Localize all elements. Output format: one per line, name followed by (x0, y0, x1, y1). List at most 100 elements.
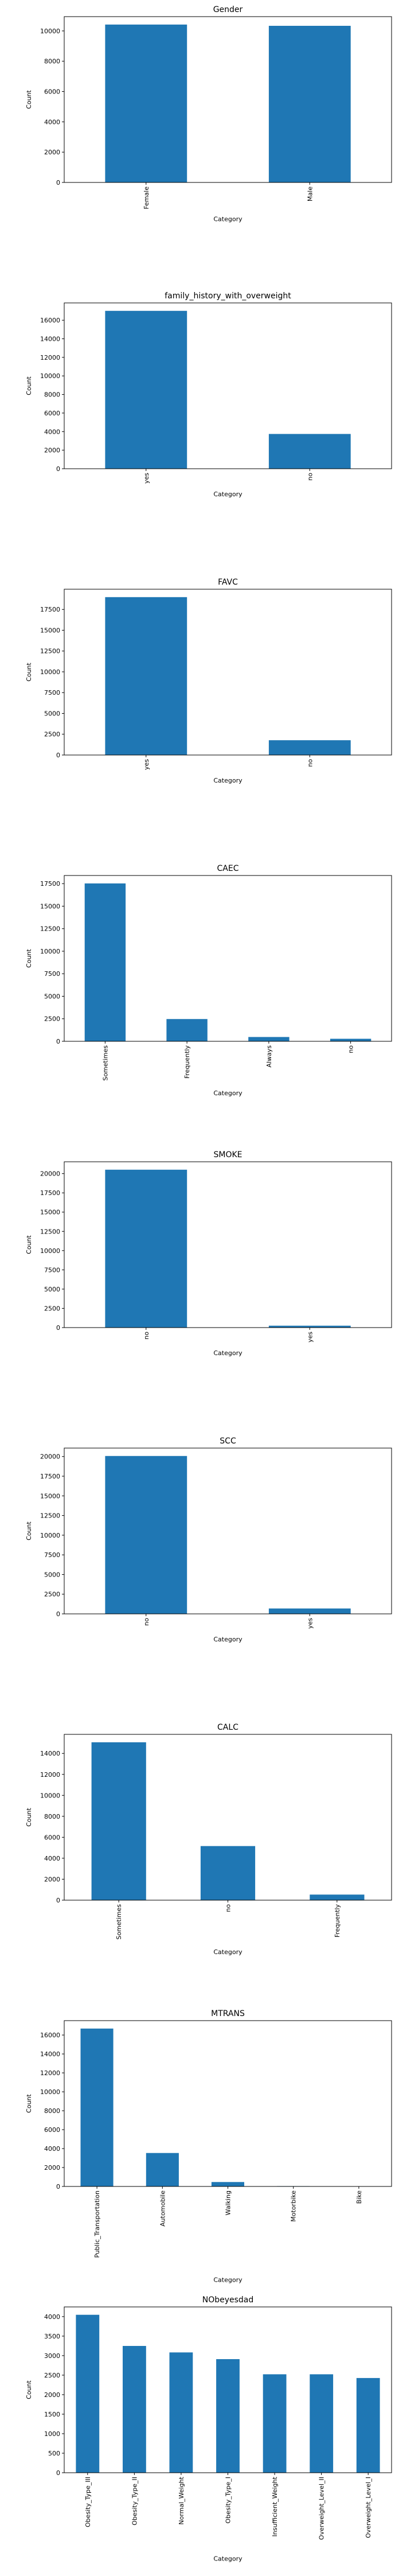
x-tick-label: Automobile (159, 2190, 166, 2227)
y-tick-label: 5000 (44, 710, 60, 717)
chart-title: Gender (213, 5, 243, 14)
y-tick-label: 17500 (40, 606, 60, 613)
bar (216, 2359, 240, 2473)
bar (91, 1742, 146, 1900)
x-tick-label: Obesity_Type_III (84, 2477, 92, 2527)
y-tick-label: 14000 (40, 2050, 60, 2058)
x-axis-label: Category (213, 1089, 243, 1097)
y-tick-label: 7500 (44, 689, 60, 696)
bar (263, 2374, 287, 2473)
y-tick-label: 6000 (44, 88, 60, 96)
x-axis-label: Category (213, 1349, 243, 1357)
y-axis-label: Count (25, 2380, 33, 2399)
y-tick-label: 1500 (44, 2411, 60, 2418)
y-tick-label: 10000 (40, 1792, 60, 1799)
bar (105, 1456, 187, 1614)
bar (123, 2346, 146, 2473)
y-tick-label: 2500 (44, 1305, 60, 1312)
y-tick-label: 17500 (40, 880, 60, 888)
y-tick-label: 1000 (44, 2430, 60, 2438)
bar (84, 883, 126, 1041)
y-tick-label: 7500 (44, 1266, 60, 1274)
y-tick-label: 500 (48, 2450, 60, 2457)
x-axis-label: Category (213, 777, 243, 784)
chart-title: CAEC (217, 864, 239, 873)
axes-frame (64, 1447, 392, 1614)
bar (268, 740, 351, 755)
x-tick-label: Male (306, 186, 314, 201)
y-tick-label: 5000 (44, 1286, 60, 1293)
axes-frame (64, 875, 392, 1042)
y-tick-label: 10000 (40, 668, 60, 676)
chart-title: FAVC (218, 578, 238, 587)
y-tick-label: 12000 (40, 1771, 60, 1779)
y-tick-label: 5000 (44, 1571, 60, 1578)
y-axis-label: Count (25, 1235, 33, 1254)
x-tick-label: no (306, 473, 314, 481)
x-tick-label: no (306, 759, 314, 767)
y-tick-label: 0 (56, 179, 60, 186)
y-tick-label: 5000 (44, 993, 60, 1000)
y-tick-label: 6000 (44, 1834, 60, 1841)
x-tick-label: Frequently (183, 1045, 191, 1079)
y-tick-label: 14000 (40, 1750, 60, 1757)
x-tick-label: Insufficient_Weight (271, 2476, 279, 2536)
y-tick-label: 0 (56, 1610, 60, 1618)
y-tick-label: 10000 (40, 28, 60, 35)
y-tick-label: 0 (56, 2183, 60, 2190)
y-tick-label: 0 (56, 465, 60, 473)
y-tick-label: 20000 (40, 1170, 60, 1178)
x-tick-label: Frequently (334, 1904, 341, 1938)
chart-title: SMOKE (213, 1150, 242, 1159)
subplot-scc: 0 2500 5000 7500 10000 12500 15000 17500 20000 no… (25, 1437, 392, 1643)
x-axis-label: Category (213, 491, 243, 498)
y-tick-label: 6000 (44, 2126, 60, 2134)
axes-frame (64, 2020, 392, 2187)
y-tick-label: 15000 (40, 1492, 60, 1500)
x-axis-label: Category (213, 2277, 243, 2284)
bar (248, 1037, 290, 1041)
y-tick-label: 7500 (44, 970, 60, 978)
bar (268, 1608, 351, 1614)
x-tick-label: Obesity_Type_II (131, 2477, 138, 2526)
x-tick-label: Public_Transportation (93, 2190, 101, 2258)
y-tick-label: 12500 (40, 648, 60, 655)
y-tick-label: 2500 (44, 2372, 60, 2379)
bar (268, 26, 351, 182)
bar (80, 2028, 114, 2186)
bar (105, 24, 187, 183)
bar (105, 310, 187, 469)
bar (330, 1038, 371, 1041)
y-tick-label: 8000 (44, 2107, 60, 2115)
y-axis-label: Count (25, 376, 33, 395)
y-tick-label: 4000 (44, 2145, 60, 2153)
y-tick-label: 12500 (40, 925, 60, 933)
y-tick-label: 2500 (44, 1591, 60, 1598)
bar (268, 434, 351, 469)
y-tick-label: 14000 (40, 336, 60, 343)
bar (76, 2314, 100, 2473)
x-tick-label: Bike (355, 2190, 363, 2204)
x-tick-label: yes (143, 759, 150, 770)
y-tick-label: 15000 (40, 902, 60, 910)
y-tick-label: 2000 (44, 149, 60, 156)
bar (166, 1019, 208, 1041)
chart-title: family_history_with_overweight (165, 291, 291, 301)
y-tick-label: 17500 (40, 1189, 60, 1197)
y-tick-label: 2000 (44, 1875, 60, 1883)
y-tick-label: 10000 (40, 1532, 60, 1539)
y-tick-label: 0 (56, 1038, 60, 1045)
y-tick-label: 16000 (40, 2032, 60, 2039)
x-tick-label: Motorbike (290, 2190, 298, 2222)
y-tick-label: 2000 (44, 447, 60, 454)
y-tick-label: 2000 (44, 2164, 60, 2172)
x-tick-label: Walking (225, 2190, 232, 2215)
x-tick-label: Obesity_Type_I (225, 2477, 232, 2524)
y-tick-label: 8000 (44, 391, 60, 399)
bar (268, 1325, 351, 1328)
chart-title: MTRANS (211, 2009, 245, 2018)
axes-frame (64, 1161, 392, 1328)
y-axis-label: Count (25, 1521, 33, 1540)
y-axis-label: Count (25, 1807, 33, 1826)
